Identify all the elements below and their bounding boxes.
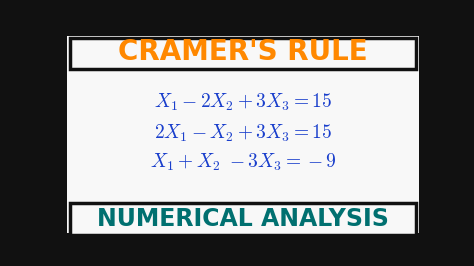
Text: CRAMER'S RULE: CRAMER'S RULE — [118, 38, 368, 66]
Text: $2X_1-X_2+3X_3=15$: $2X_1-X_2+3X_3=15$ — [154, 123, 332, 144]
Bar — [70, 203, 416, 235]
Text: NUMERICAL ANALYSIS: NUMERICAL ANALYSIS — [97, 207, 389, 231]
Bar — [70, 38, 416, 69]
Text: $X_1+X_2\ -3X_3=-9$: $X_1+X_2\ -3X_3=-9$ — [150, 151, 336, 173]
Text: $X_1-2X_2+3X_3=15$: $X_1-2X_2+3X_3=15$ — [154, 92, 332, 113]
